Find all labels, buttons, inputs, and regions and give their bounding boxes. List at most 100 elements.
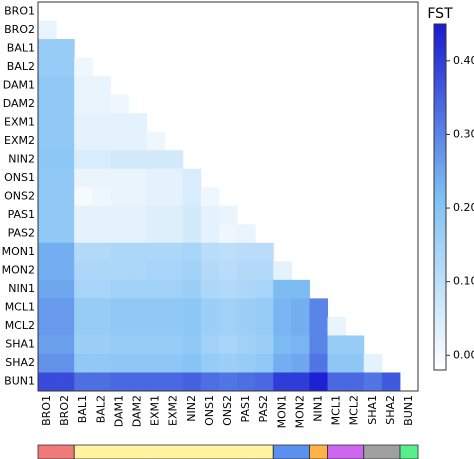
- heatmap-cell: [92, 131, 111, 151]
- heatmap-cell: [110, 205, 129, 225]
- heatmap-cell: [74, 279, 93, 299]
- group-color: [399, 445, 419, 459]
- heatmap-cell: [200, 242, 220, 262]
- x-tick-label: SHA2: [384, 395, 397, 425]
- heatmap-cell: [146, 205, 166, 225]
- heatmap-cell: [146, 316, 166, 336]
- group-color: [255, 445, 274, 459]
- heatmap-cell: [182, 353, 202, 373]
- x-tick-label: MON2: [293, 395, 306, 428]
- heatmap-cell: [273, 372, 292, 392]
- y-tick-label: SHA1: [5, 338, 35, 351]
- heatmap-cell: [56, 335, 75, 355]
- heatmap-cell: [128, 316, 148, 336]
- heatmap-cell: [56, 279, 75, 299]
- heatmap-cell: [218, 316, 238, 336]
- y-tick-label: BRO2: [4, 23, 35, 36]
- heatmap-cell: [38, 372, 57, 392]
- heatmap-cell: [182, 205, 202, 225]
- heatmap-cell: [38, 168, 57, 188]
- heatmap-cell: [218, 261, 238, 281]
- heatmap-cell: [92, 76, 111, 96]
- group-color: [182, 445, 202, 459]
- heatmap-cell: [128, 113, 148, 133]
- heatmap-cell: [38, 353, 57, 373]
- heatmap-cell: [128, 187, 148, 207]
- heatmap-cell: [56, 205, 75, 225]
- heatmap-cell: [74, 131, 93, 151]
- colorbar-tick-label: 0.20: [453, 201, 474, 214]
- heatmap-cell: [92, 168, 111, 188]
- heatmap-cell: [327, 372, 347, 392]
- heatmap-cell: [110, 131, 129, 151]
- heatmap-cell: [128, 205, 148, 225]
- heatmap-cell: [200, 335, 220, 355]
- heatmap-cell: [146, 150, 166, 170]
- heatmap-cell: [110, 261, 129, 281]
- heatmap-cell: [110, 316, 129, 336]
- heatmap-cell: [56, 57, 75, 77]
- group-color: [146, 445, 165, 459]
- heatmap-cell: [182, 298, 202, 318]
- heatmap-cell: [110, 372, 129, 392]
- colorbar-tick-label: 0.40: [453, 54, 474, 67]
- x-tick-label: BRO1: [40, 395, 53, 426]
- heatmap-cell: [74, 76, 93, 96]
- heatmap-cell: [92, 205, 111, 225]
- group-color: [200, 445, 220, 459]
- heatmap-cell: [218, 372, 238, 392]
- heatmap-cell: [345, 335, 365, 355]
- y-tick-label: MCL2: [5, 319, 35, 332]
- group-color: [128, 445, 147, 459]
- heatmap-cell: [56, 150, 75, 170]
- heatmap-cell: [237, 353, 256, 373]
- heatmap-cell: [110, 150, 129, 170]
- y-tick-label: PAS1: [8, 208, 35, 221]
- heatmap-cell: [273, 279, 292, 299]
- heatmap-cell: [128, 242, 148, 262]
- heatmap-cell: [38, 335, 57, 355]
- heatmap-cell: [237, 335, 256, 355]
- heatmap-cell: [327, 353, 347, 373]
- heatmap-cell: [291, 335, 310, 355]
- heatmap-cell: [200, 372, 220, 392]
- heatmap-cell: [74, 298, 93, 318]
- heatmap-cell: [92, 298, 111, 318]
- x-tick-label: EXM2: [167, 395, 180, 426]
- y-tick-label: MON2: [2, 264, 35, 277]
- x-tick-label: PAS2: [257, 395, 270, 422]
- heatmap-cell: [200, 205, 220, 225]
- heatmap-cell: [309, 353, 329, 373]
- y-tick-label: EXM1: [4, 115, 35, 128]
- x-tick-label: BUN1: [402, 395, 415, 426]
- x-tick-label: BAL2: [94, 395, 107, 423]
- heatmap-cell: [128, 168, 148, 188]
- heatmap-cell: [56, 76, 75, 96]
- heatmap-cell: [128, 298, 148, 318]
- heatmap-cell: [200, 261, 220, 281]
- heatmap-cell: [128, 131, 148, 151]
- heatmap-cell: [237, 372, 256, 392]
- heatmap-cell: [291, 316, 310, 336]
- heatmap-cell: [128, 335, 148, 355]
- heatmap-cell: [164, 168, 184, 188]
- heatmap-cell: [200, 298, 220, 318]
- heatmap-cell: [182, 242, 202, 262]
- heatmap-cell: [182, 168, 202, 188]
- heatmap-cell: [110, 242, 129, 262]
- heatmap-cell: [164, 224, 184, 244]
- heatmap-cell: [92, 316, 111, 336]
- heatmap-cell: [56, 131, 75, 151]
- group-color: [92, 445, 111, 459]
- heatmap-cell: [273, 353, 292, 373]
- heatmap-cell: [56, 94, 75, 114]
- heatmap-cell: [164, 372, 184, 392]
- heatmap-cell: [237, 242, 256, 262]
- heatmap-cell: [92, 113, 111, 133]
- heatmap-cell: [56, 113, 75, 133]
- heatmap-cell: [164, 187, 184, 207]
- y-tick-label: BAL1: [7, 41, 35, 54]
- x-tick-label: DAM1: [112, 395, 125, 427]
- colorbar-tick-label: 0.30: [453, 127, 474, 140]
- heatmap-cell: [110, 113, 129, 133]
